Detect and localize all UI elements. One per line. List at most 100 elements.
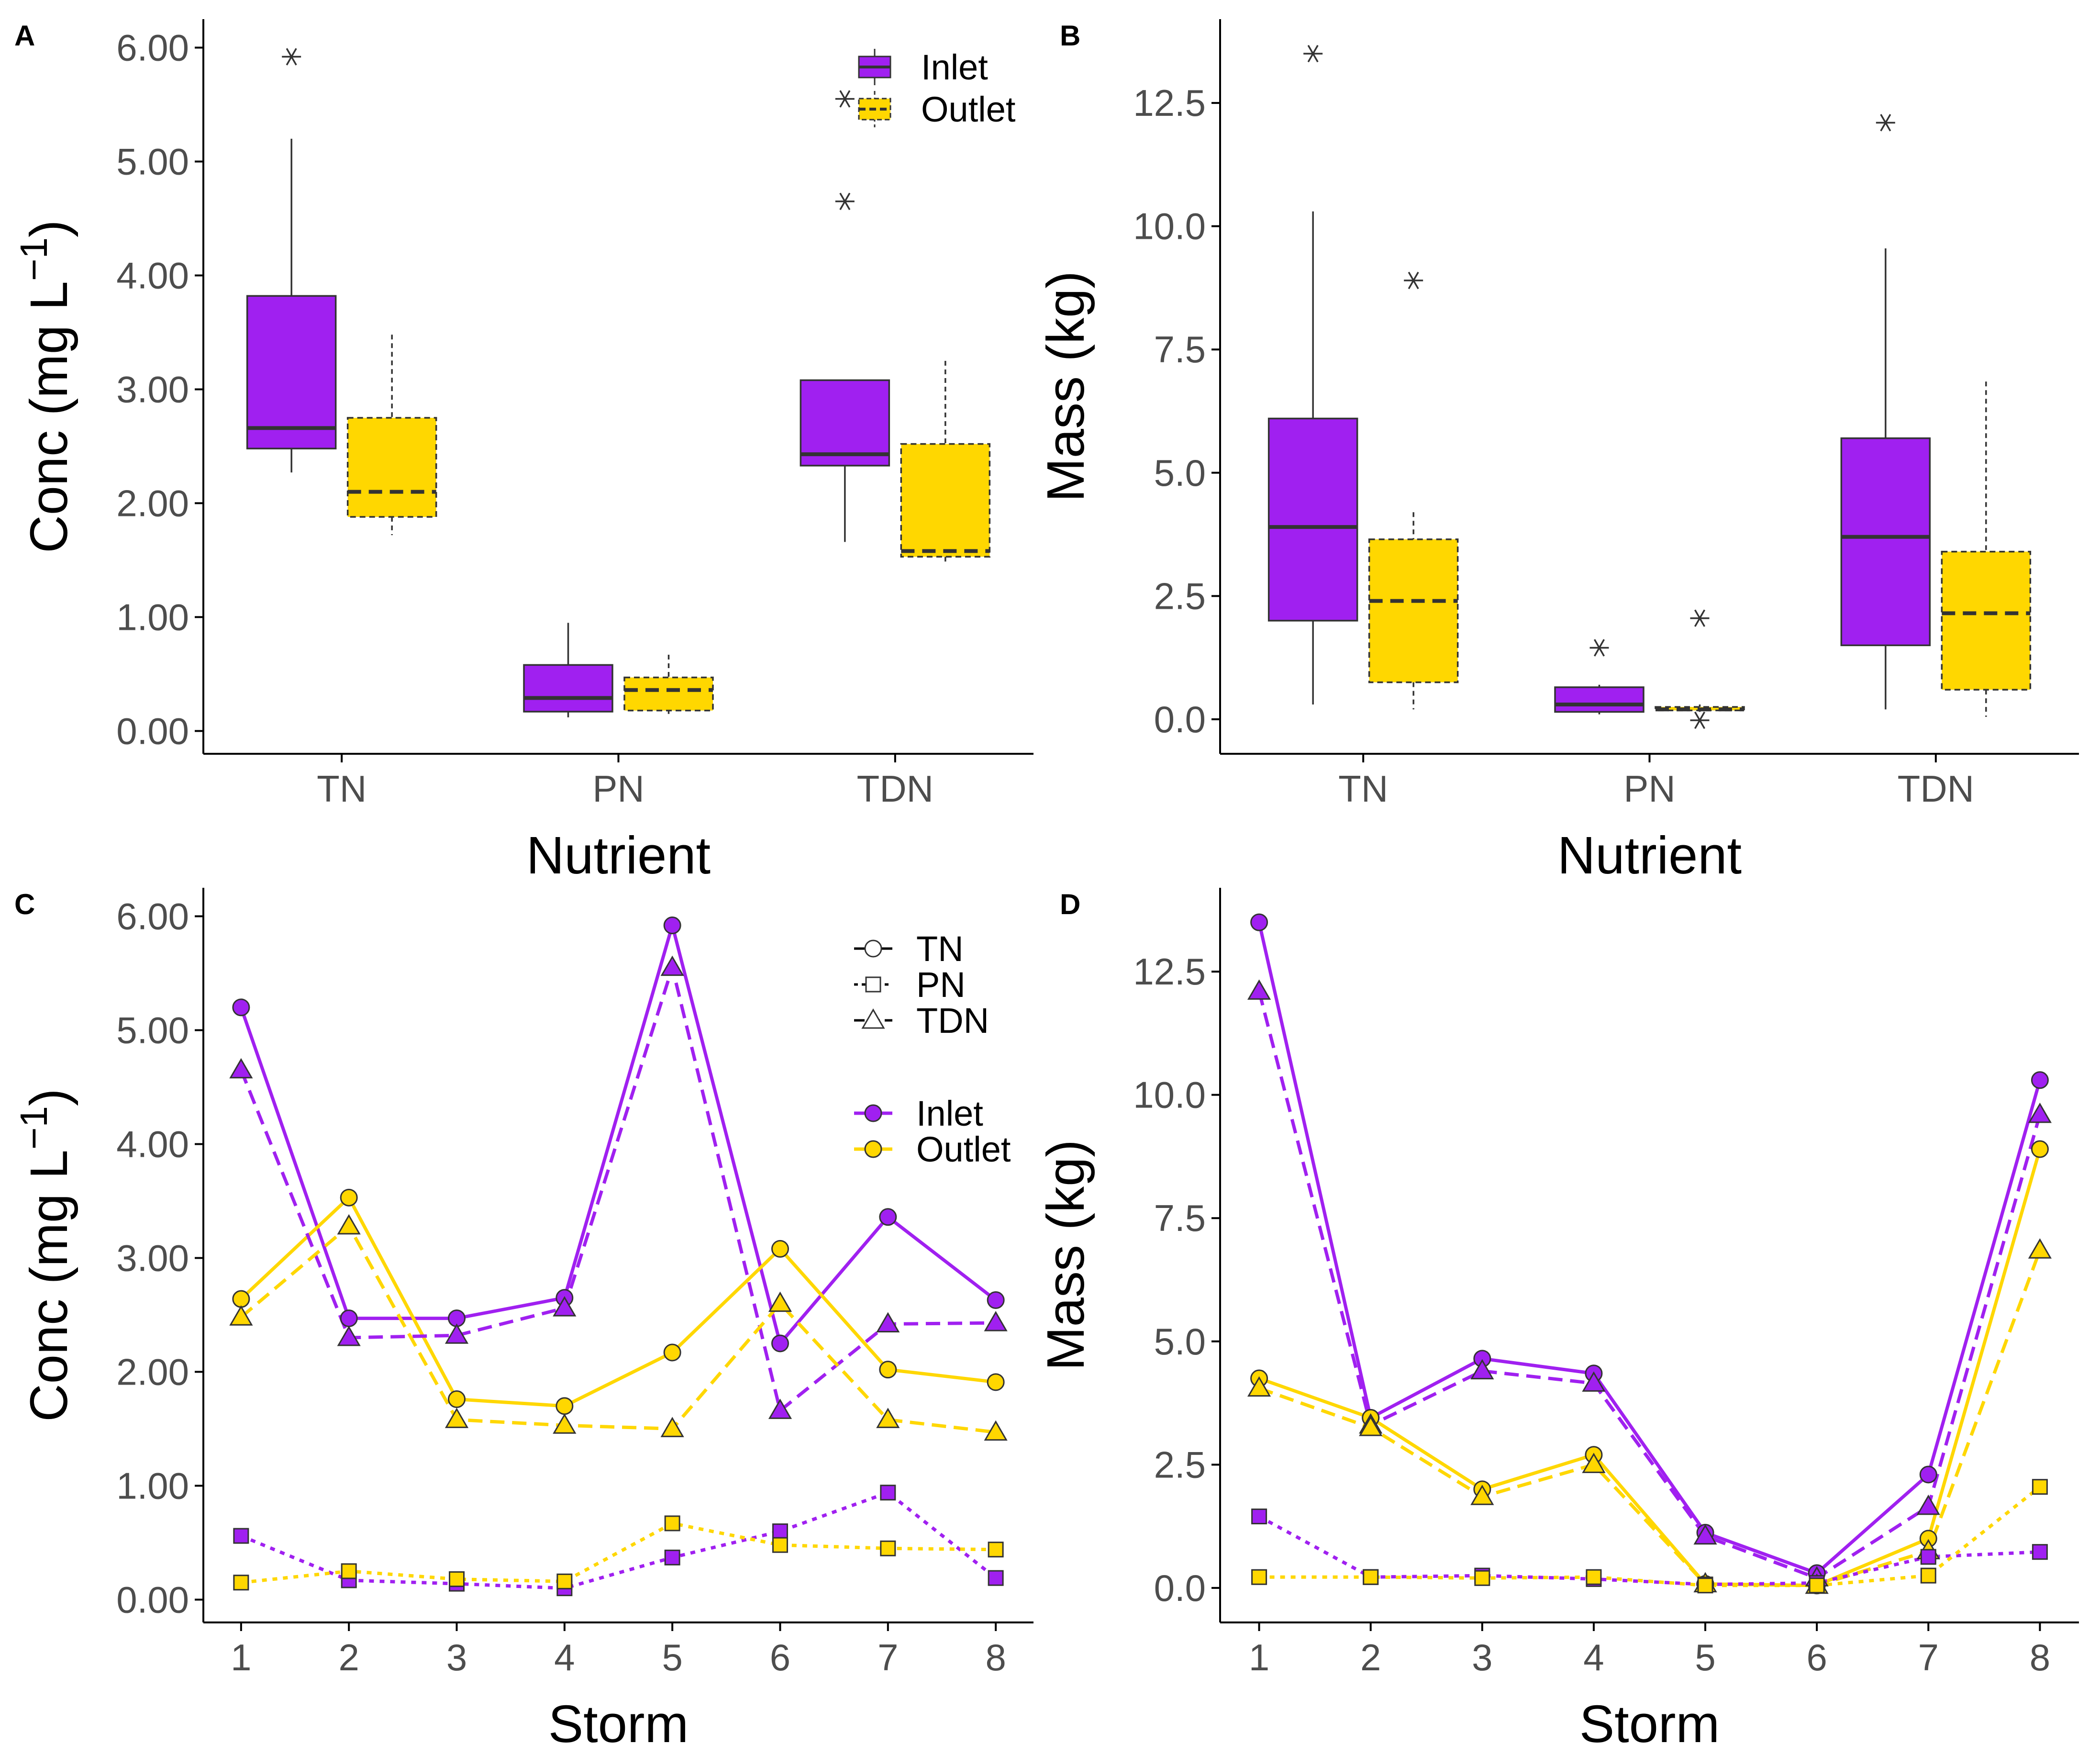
data-point bbox=[448, 1390, 466, 1409]
outlier-point bbox=[1690, 711, 1710, 729]
data-point bbox=[664, 1549, 680, 1565]
series-line-tn-inlet bbox=[1257, 922, 2042, 1575]
y-tick-label: 0.00 bbox=[116, 1578, 189, 1621]
outlier-point bbox=[282, 48, 301, 66]
y-tick-label: 7.5 bbox=[1154, 328, 1206, 370]
data-point bbox=[1919, 1465, 1937, 1484]
data-point bbox=[663, 917, 681, 935]
data-point bbox=[2028, 1102, 2052, 1123]
data-point bbox=[2031, 1140, 2049, 1158]
box-iqr bbox=[900, 443, 991, 558]
data-point bbox=[1250, 913, 1268, 931]
panel-a-letter: A bbox=[14, 20, 35, 52]
data-point bbox=[444, 1323, 469, 1344]
outlier-stroke bbox=[839, 192, 851, 210]
x-axis-title: Nutrient bbox=[1557, 826, 1742, 885]
x-tick-label: 2 bbox=[338, 1636, 359, 1678]
box-iqr bbox=[246, 295, 337, 449]
series-line-pn-outlet bbox=[241, 1521, 996, 1585]
data-point bbox=[1247, 979, 1271, 1000]
outlier-point bbox=[1876, 114, 1895, 132]
data-point bbox=[233, 1528, 249, 1544]
data-point bbox=[880, 1540, 896, 1556]
data-point bbox=[1359, 1416, 1383, 1436]
y-tick-label: 6.00 bbox=[116, 26, 189, 68]
box-iqr bbox=[1554, 686, 1644, 713]
y-tick-label: 4.00 bbox=[116, 1123, 189, 1165]
y-tick-label: 5.0 bbox=[1154, 452, 1206, 494]
x-axis-title: Storm bbox=[548, 1695, 689, 1744]
box-pn-inlet bbox=[1554, 639, 1644, 715]
outlier-point bbox=[835, 192, 855, 210]
box-pn-outlet bbox=[623, 654, 714, 714]
data-point bbox=[772, 1523, 788, 1540]
data-point bbox=[1809, 1577, 1825, 1594]
data-point bbox=[1363, 1569, 1379, 1585]
legend-key-inlet bbox=[858, 49, 891, 85]
data-point bbox=[337, 1326, 361, 1346]
data-point bbox=[233, 1575, 249, 1591]
legend-key-tn bbox=[854, 939, 892, 958]
box-pn-outlet bbox=[1655, 609, 1745, 729]
outlier-point bbox=[1690, 609, 1710, 627]
data-point bbox=[876, 1312, 900, 1332]
data-point bbox=[341, 1563, 357, 1579]
y-tick-label: 5.0 bbox=[1154, 1320, 1206, 1363]
panel-d-letter: D bbox=[1060, 888, 1080, 920]
y-tick-label: 2.5 bbox=[1154, 575, 1206, 617]
box-tdn-inlet bbox=[800, 90, 890, 542]
y-tick-label: 10.0 bbox=[1133, 205, 1206, 247]
data-point bbox=[768, 1291, 792, 1312]
data-point bbox=[229, 1305, 253, 1326]
outlier-stroke bbox=[1593, 639, 1605, 657]
series-line-tdn-inlet bbox=[1257, 991, 2042, 1580]
data-point bbox=[879, 1208, 897, 1226]
x-tick-label: 5 bbox=[662, 1636, 682, 1678]
data-point bbox=[1247, 1376, 1271, 1397]
legend-key-tdn bbox=[854, 1008, 892, 1029]
legend-label-outlet: Outlet bbox=[916, 1129, 1011, 1169]
x-axis-title: Storm bbox=[1579, 1695, 1720, 1744]
data-point bbox=[987, 1291, 1005, 1309]
x-tick-label: PN bbox=[592, 768, 644, 810]
data-point bbox=[772, 1537, 788, 1553]
outlier-point bbox=[1589, 639, 1609, 657]
series-points-tdn-inlet bbox=[229, 955, 1008, 1419]
x-tick-label: 6 bbox=[770, 1636, 790, 1678]
legend-label-inlet: Inlet bbox=[916, 1094, 983, 1133]
y-tick-label: 5.00 bbox=[116, 1009, 189, 1051]
x-tick-label: 7 bbox=[1918, 1636, 1939, 1678]
series-points-tdn-outlet bbox=[229, 1214, 1008, 1441]
outlier-stroke bbox=[1694, 609, 1706, 627]
legend-label-pn: PN bbox=[916, 965, 966, 1005]
series-points-tn-inlet bbox=[232, 917, 1005, 1353]
panel-d: D 0.0 2.5 5.0 7.5 10.0 12.5 1 2 3 4 5 6 7 8 Storm Mass (… bbox=[1036, 888, 2079, 1744]
y-axis-title: Mass (kg) bbox=[1036, 1140, 1095, 1371]
data-point bbox=[2028, 1238, 2052, 1259]
y-tick-label: 4.00 bbox=[116, 254, 189, 296]
box-iqr bbox=[346, 417, 437, 518]
data-point bbox=[660, 955, 684, 976]
data-point bbox=[1916, 1494, 1940, 1515]
x-tick-label: 8 bbox=[2030, 1636, 2050, 1678]
data-point bbox=[1693, 1524, 1717, 1545]
y-tick-label: 5.00 bbox=[116, 140, 189, 182]
data-point bbox=[232, 998, 250, 1017]
x-tick-label: 8 bbox=[985, 1636, 1006, 1678]
y-tick-label: 10.0 bbox=[1133, 1074, 1206, 1116]
y-tick-label: 2.00 bbox=[116, 1351, 189, 1393]
data-point bbox=[337, 1214, 361, 1235]
y-tick-label: 1.00 bbox=[116, 596, 189, 638]
x-tick-label: 4 bbox=[1583, 1636, 1604, 1678]
panel-b: B 0.0 2.5 5.0 7.5 10.0 12.5 TN PN TDN Nutrient Mass… bbox=[1036, 19, 2079, 885]
data-point bbox=[1251, 1569, 1267, 1585]
box-iqr bbox=[1840, 437, 1931, 647]
series-line-tdn-outlet bbox=[1258, 1249, 2042, 1587]
legend-label-outlet: Outlet bbox=[921, 89, 1016, 129]
outlier-point bbox=[1303, 45, 1323, 63]
box-pn-inlet bbox=[523, 623, 613, 717]
box-tn-inlet bbox=[246, 48, 337, 473]
outlier-stroke bbox=[1694, 711, 1706, 729]
data-point bbox=[1920, 1549, 1936, 1565]
